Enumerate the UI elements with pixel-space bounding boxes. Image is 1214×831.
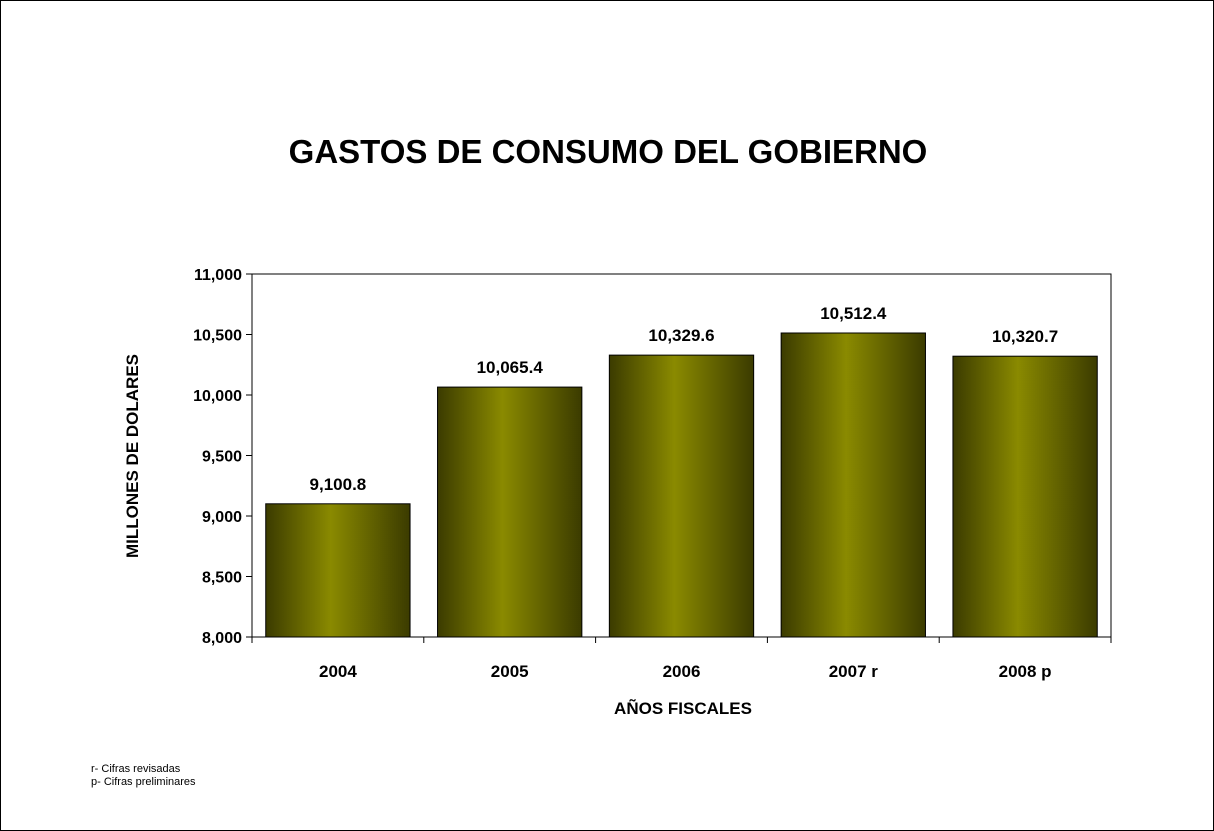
footnote-preliminary: p- Cifras preliminares	[91, 776, 196, 788]
data-label: 9,100.8	[310, 475, 367, 494]
x-tick-label: 2005	[491, 662, 529, 681]
x-tick-label: 2006	[663, 662, 701, 681]
x-axis: 2004 2005 2006 2007 r 2008 p	[251, 637, 1112, 681]
y-tick-label: 10,000	[193, 388, 242, 405]
y-axis-label: MILLONES DE DOLARES	[123, 354, 142, 558]
y-tick-label: 11,000	[194, 267, 242, 284]
bar	[952, 355, 1098, 638]
x-tick-label: 2004	[319, 662, 357, 681]
y-tick-label: 9,000	[202, 509, 242, 526]
bar	[608, 354, 755, 638]
x-tick-label: 2007 r	[829, 662, 879, 681]
bar-series: 9,100.8 10,065.4 10,329.6 10,512.4 10,320.7	[265, 304, 1098, 638]
bar	[780, 332, 926, 638]
data-label: 10,320.7	[992, 327, 1058, 346]
y-tick-label: 8,500	[202, 570, 242, 587]
footnote-revised: r- Cifras revisadas	[91, 763, 181, 775]
data-label: 10,065.4	[477, 358, 544, 377]
y-tick-label: 9,500	[202, 449, 242, 466]
chart-title: GASTOS DE CONSUMO DEL GOBIERNO	[289, 133, 928, 170]
x-tick-label: 2008 p	[999, 662, 1052, 681]
y-axis: 8,000 8,500 9,000 9,500 10,000 10,500 11,000	[193, 267, 252, 647]
footnotes: r- Cifras revisadas p- Cifras preliminar…	[91, 763, 196, 789]
data-label: 10,512.4	[820, 304, 887, 323]
y-tick-label: 10,500	[193, 328, 242, 345]
y-tick-label: 8,000	[202, 630, 242, 647]
bar	[265, 503, 411, 638]
bar	[437, 386, 583, 638]
data-label: 10,329.6	[648, 326, 714, 345]
x-axis-label: AÑOS FISCALES	[614, 698, 752, 718]
